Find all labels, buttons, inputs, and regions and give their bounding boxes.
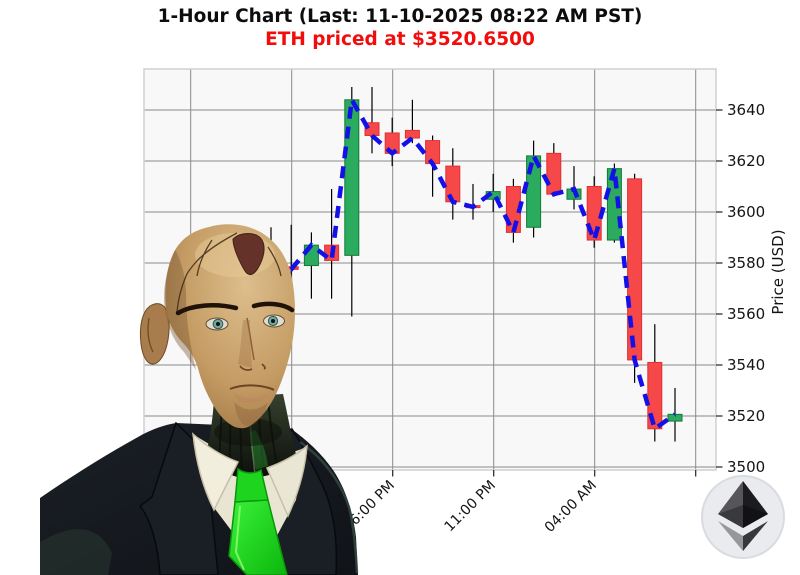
y-tick-label: 3580 (727, 254, 765, 272)
y-tick-label: 3540 (727, 356, 765, 374)
collar-left (192, 432, 240, 512)
page-title: 1-Hour Chart (Last: 11-10-2025 08:22 AM … (157, 6, 643, 27)
chin-shadow (214, 418, 282, 446)
forehead-patch (232, 233, 265, 276)
eyes (205, 314, 285, 331)
suit-arm-sheen (40, 529, 112, 575)
close-price-line (270, 92, 677, 433)
collar-right (265, 444, 308, 518)
y-axis-label: Price (USD) (769, 229, 787, 314)
chin-stubble (234, 402, 268, 426)
mouth (229, 384, 275, 404)
tie-highlight (234, 505, 245, 571)
price-subtitle: ETH priced at $3520.6500 (265, 29, 535, 50)
y-tick-label: 3520 (727, 407, 765, 425)
y-tick-label: 3600 (727, 203, 765, 221)
tie-blade (228, 499, 288, 575)
eyebrows (175, 301, 295, 316)
plot-border (143, 68, 717, 471)
suit-right-shoulder-highlight (299, 440, 359, 574)
candle-down (647, 361, 663, 430)
y-tick-label: 3500 (727, 458, 765, 476)
ear-inner-line (147, 317, 154, 353)
candle-down (404, 129, 420, 139)
scalp-seams (176, 232, 282, 313)
y-tick-label: 3560 (727, 305, 765, 323)
y-tick-label: 3620 (727, 152, 765, 170)
nose (238, 317, 266, 371)
y-tick-label: 3640 (727, 101, 765, 119)
